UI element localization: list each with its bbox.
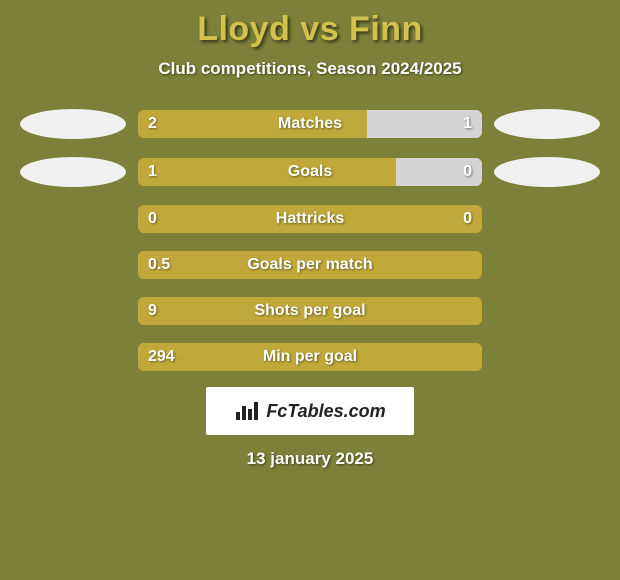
stat-label: Matches <box>278 115 342 133</box>
stat-value-right: 0 <box>463 163 472 181</box>
stat-label: Hattricks <box>276 210 344 228</box>
stat-row: 294 Min per goal <box>0 343 620 371</box>
stat-value-left: 1 <box>148 163 157 181</box>
stat-label: Goals per match <box>247 256 372 274</box>
page-title: Lloyd vs Finn <box>197 10 423 49</box>
bars-icon <box>234 400 260 422</box>
stat-bar: 1 0 Goals <box>138 158 482 186</box>
subtitle: Club competitions, Season 2024/2025 <box>158 59 461 79</box>
comparison-card: Lloyd vs Finn Club competitions, Season … <box>0 0 620 580</box>
stat-value-right: 1 <box>463 115 472 133</box>
stat-value-right: 0 <box>463 210 472 228</box>
stat-row: 0.5 Goals per match <box>0 251 620 279</box>
stat-bar: 294 Min per goal <box>138 343 482 371</box>
brand-box: FcTables.com <box>206 387 414 435</box>
bar-fill-left <box>138 158 396 186</box>
stat-value-left: 0 <box>148 210 157 228</box>
stat-row: 0 0 Hattricks <box>0 205 620 233</box>
stat-bar: 0.5 Goals per match <box>138 251 482 279</box>
stat-row: 2 1 Matches <box>0 109 620 139</box>
stat-label: Shots per goal <box>254 302 365 320</box>
stat-value-left: 294 <box>148 348 175 366</box>
stat-value-left: 9 <box>148 302 157 320</box>
stat-rows: 2 1 Matches 1 0 Goals 0 0 Hattricks 0.5 Goals per … <box>0 109 620 371</box>
stat-row: 1 0 Goals <box>0 157 620 187</box>
card-inner: Lloyd vs Finn Club competitions, Season … <box>0 0 620 580</box>
stat-bar: 0 0 Hattricks <box>138 205 482 233</box>
brand-label: FcTables.com <box>266 401 385 422</box>
stat-value-left: 0.5 <box>148 256 170 274</box>
player-oval-right <box>494 109 600 139</box>
stat-value-left: 2 <box>148 115 157 133</box>
stat-label: Goals <box>288 163 332 181</box>
stat-bar: 9 Shots per goal <box>138 297 482 325</box>
player-oval-left <box>20 109 126 139</box>
date-label: 13 january 2025 <box>247 449 374 469</box>
player-oval-left <box>20 157 126 187</box>
stat-row: 9 Shots per goal <box>0 297 620 325</box>
stat-bar: 2 1 Matches <box>138 110 482 138</box>
stat-label: Min per goal <box>263 348 357 366</box>
player-oval-right <box>494 157 600 187</box>
